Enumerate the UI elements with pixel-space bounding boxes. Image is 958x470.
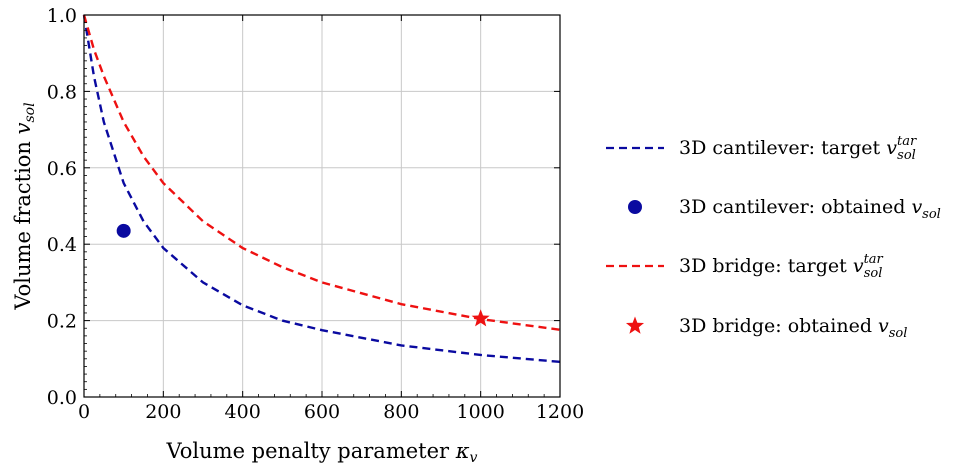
legend-item-bridge-target: 3D bridge: target vtar sol	[606, 252, 884, 281]
x-tick-label: 1200	[536, 401, 584, 423]
y-tick-label: 1.0	[47, 5, 77, 27]
legend-swatch-cantilever-obtained	[628, 200, 642, 214]
y-tick-label: 0.4	[47, 234, 77, 256]
x-tick-label: 200	[145, 401, 181, 423]
x-axis-label: Volume penalty parameter κv	[166, 439, 478, 466]
y-tick-label: 0.0	[47, 387, 77, 409]
series-layer	[82, 14, 561, 364]
x-tick-label: 1000	[456, 401, 504, 423]
series-line	[82, 14, 561, 331]
legend-label-bridge-target: 3D bridge: target vtar sol	[679, 252, 884, 281]
legend-label-cantilever-obtained: 3D cantilever: obtained vsol	[679, 196, 941, 222]
series-line	[82, 14, 561, 364]
y-tick-label: 0.2	[47, 311, 77, 333]
y-tick-label: 0.8	[47, 81, 77, 103]
obtained-point-star	[471, 309, 490, 327]
legend-item-cantilever-obtained: 3D cantilever: obtained vsol	[628, 196, 941, 222]
legend-item-cantilever-target: 3D cantilever: target vtar sol	[606, 134, 917, 163]
obtained-point-circle	[116, 223, 131, 238]
x-tick-label: 0	[78, 401, 90, 423]
x-tick-label: 400	[225, 401, 261, 423]
legend-swatch-bridge-obtained	[625, 316, 645, 334]
y-axis-label: Volume fraction vsol	[11, 102, 38, 310]
legend-item-bridge-obtained: 3D bridge: obtained vsol	[625, 315, 907, 341]
legend: 3D cantilever: target vtar sol 3D cantile…	[606, 134, 941, 341]
x-tick-label: 600	[304, 401, 340, 423]
legend-label-cantilever-target: 3D cantilever: target vtar sol	[679, 134, 917, 163]
y-tick-label: 0.6	[47, 158, 77, 180]
x-tick-label: 800	[383, 401, 419, 423]
grid	[83, 14, 561, 398]
ticks: 0 200 400 600 800 1000 1200 0.0 0.2 0.4 0.6 0.8 1.0	[47, 5, 584, 423]
legend-label-bridge-obtained: 3D bridge: obtained vsol	[679, 315, 907, 341]
